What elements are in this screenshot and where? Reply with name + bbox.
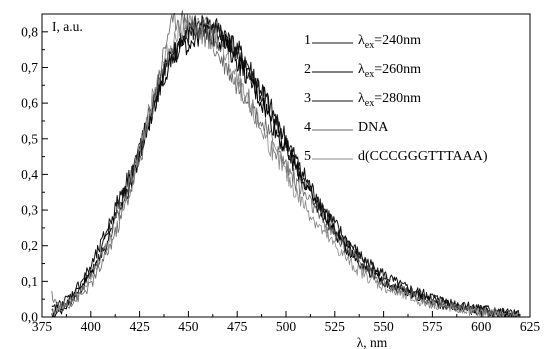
- x-axis: 375 400 425 450 475 500 525 550 575 600 625: [32, 311, 541, 334]
- y-tick-label: 0,4: [21, 167, 38, 182]
- y-tick-label: 0,7: [21, 60, 38, 75]
- x-tick-label: 575: [422, 319, 443, 334]
- x-tick-label: 425: [129, 319, 150, 334]
- legend-number: 2: [304, 62, 311, 77]
- series-line: [51, 10, 521, 318]
- x-tick-label: 600: [471, 319, 492, 334]
- legend-number: 5: [304, 149, 311, 164]
- y-tick-label: 0,5: [21, 131, 38, 146]
- series-line: [51, 15, 521, 318]
- x-tick-label: 525: [325, 319, 346, 334]
- y-tick-label: 0,6: [21, 96, 38, 111]
- x-tick-label: 500: [276, 319, 297, 334]
- y-tick-label: 0,0: [21, 310, 38, 325]
- series-line: [51, 15, 521, 318]
- y-tick-label: 0,8: [21, 24, 38, 39]
- x-tick-label: 400: [81, 319, 102, 334]
- series-layer: [51, 10, 521, 318]
- y-tick-label: 0,3: [21, 203, 38, 218]
- y-axis-title: I, a.u.: [52, 19, 83, 34]
- legend-number: 1: [304, 33, 311, 48]
- y-tick-label: 0,2: [21, 238, 38, 253]
- y-tick-label: 0,1: [21, 274, 38, 289]
- legend-label: λex=240nm: [358, 33, 421, 51]
- x-tick-label: 450: [178, 319, 199, 334]
- x-tick-label: 550: [373, 319, 394, 334]
- legend-label: λex=280nm: [358, 91, 421, 109]
- x-tick-label: 625: [520, 319, 541, 334]
- legend-number: 4: [304, 120, 311, 135]
- legend: 1 λex=240nm 2 λex=260nm 3 λex=280nm 4 DNA 5 d(CCC…: [304, 33, 488, 164]
- legend-number: 3: [304, 91, 311, 106]
- legend-label: DNA: [358, 120, 389, 135]
- x-tick-label: 375: [32, 319, 53, 334]
- x-axis-title: λ, nm: [357, 335, 388, 349]
- series-line: [51, 18, 521, 318]
- legend-label: λex=260nm: [358, 62, 421, 80]
- y-axis: 0,0 0,1 0,2 0,3 0,4 0,5 0,6 0,7 0,8: [21, 13, 48, 325]
- plot-frame: [41, 13, 531, 318]
- legend-label: d(CCCGGGTTTAAA): [358, 149, 488, 164]
- x-tick-label: 475: [227, 319, 248, 334]
